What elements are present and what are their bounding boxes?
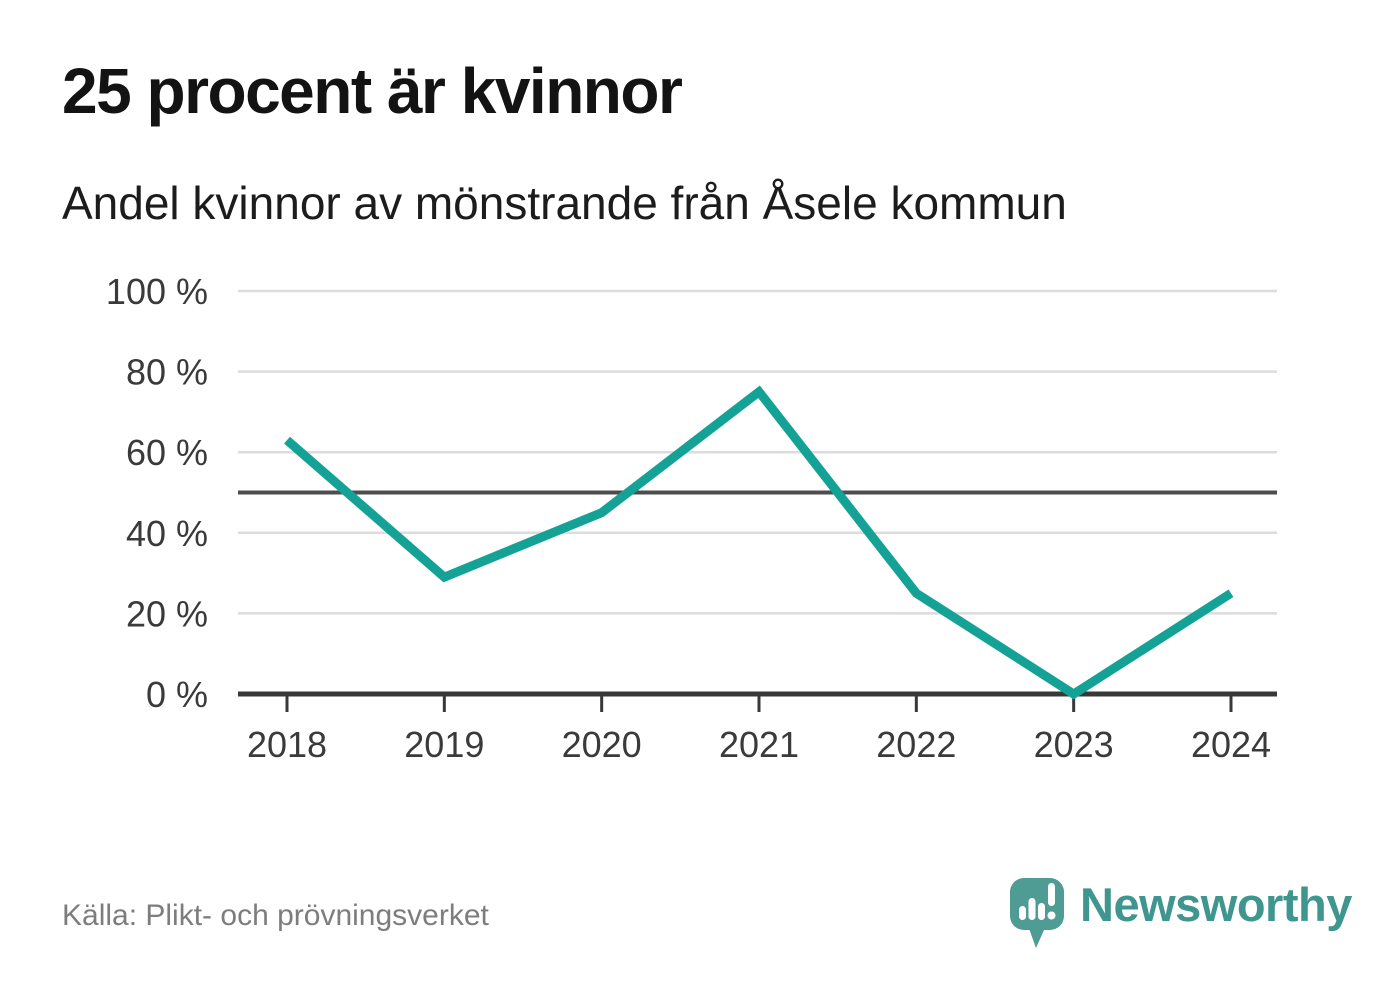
bar-chart-glyph-bar1 xyxy=(1019,906,1026,920)
exclamation-glyph-bar xyxy=(1048,883,1055,906)
speech-bubble-shape xyxy=(1010,878,1064,948)
x-axis-tick-label: 2023 xyxy=(1034,724,1114,765)
y-axis-tick-label: 20 % xyxy=(126,593,208,634)
exclamation-glyph-dot xyxy=(1047,911,1056,920)
bar-chart-glyph-bar3 xyxy=(1038,903,1045,920)
data-line-series xyxy=(284,385,1234,700)
x-axis-tick-label: 2024 xyxy=(1191,724,1271,765)
newsworthy-logo-icon xyxy=(1010,878,1064,948)
newsworthy-wordmark: Newsworthy xyxy=(1080,878,1352,931)
source-caption: Källa: Plikt- och prövningsverket xyxy=(62,899,489,932)
y-axis-tick-label: 0 % xyxy=(146,674,208,715)
x-axis-tick-label: 2019 xyxy=(404,724,484,765)
chart-title: 25 procent är kvinnor xyxy=(62,55,683,127)
y-axis-tick-label: 60 % xyxy=(126,432,208,473)
y-axis-tick-label: 40 % xyxy=(126,513,208,554)
bar-chart-glyph-bar2 xyxy=(1028,898,1036,920)
x-axis-tick-label: 2021 xyxy=(719,724,799,765)
chart-subtitle: Andel kvinnor av mönstrande från Åsele k… xyxy=(62,177,1067,229)
x-axis-tick-label: 2022 xyxy=(876,724,956,765)
x-axis-tick-label: 2018 xyxy=(247,724,327,765)
y-axis-tick-label: 80 % xyxy=(126,352,208,393)
x-axis-tick-label: 2020 xyxy=(562,724,642,765)
newsworthy-logo: Newsworthy xyxy=(1008,876,1352,952)
y-axis-tick-label: 100 % xyxy=(106,271,208,312)
